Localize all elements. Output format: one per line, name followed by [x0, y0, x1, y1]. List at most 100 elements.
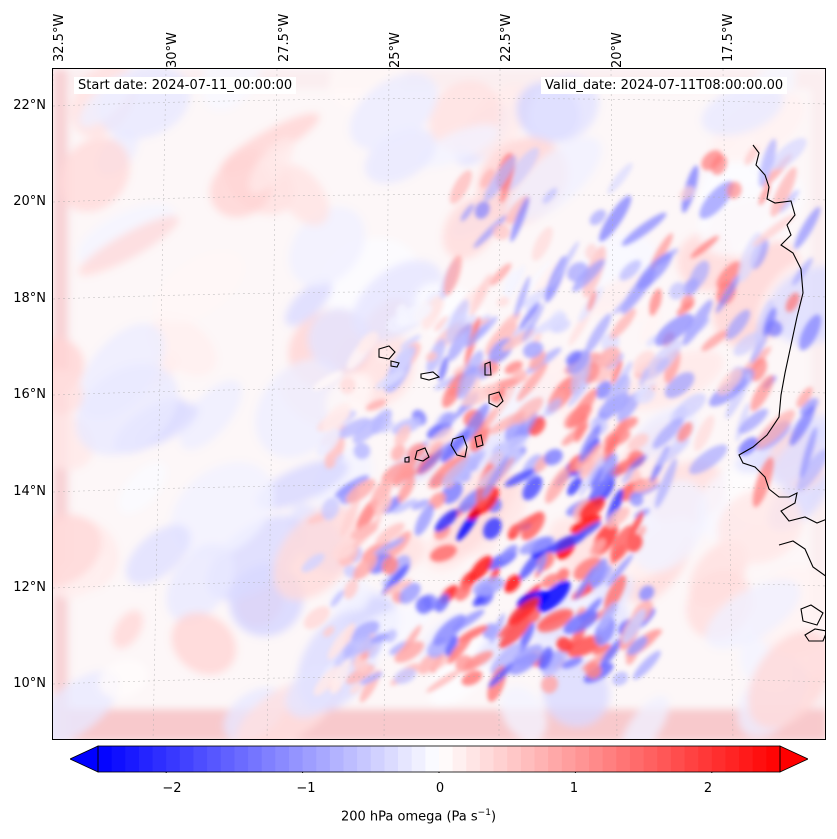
colorbar-tick: 2 — [703, 781, 713, 796]
colorbar-segment — [261, 746, 276, 772]
start-date-label: Start date: 2024-07-11_00:00:00 — [74, 77, 297, 94]
colorbar-tick: 1 — [569, 781, 579, 796]
lon-gridline — [383, 69, 390, 739]
lat-gridline — [53, 580, 825, 589]
cape-verde-island — [484, 361, 492, 376]
colorbar-segment — [302, 746, 317, 772]
colorbar-segment — [561, 746, 576, 772]
colorbar-segment — [98, 746, 113, 772]
valid-date-label: Valid_date: 2024-07-11T08:00:00.00 — [541, 77, 788, 94]
lat-label-16n: 16°N — [13, 387, 46, 402]
lon-label-30w: 30°W — [165, 32, 180, 68]
cape-verde-island — [404, 456, 410, 463]
colorbar-segment — [384, 746, 399, 772]
colorbar-segment — [725, 746, 740, 772]
cape-verde-island — [414, 447, 430, 462]
lat-label-14n: 14°N — [13, 484, 46, 499]
lon-label-20w: 20°W — [610, 32, 625, 68]
lat-label-20n: 20°N — [13, 194, 46, 209]
lon-label-22-5w: 22.5°W — [499, 13, 514, 62]
colorbar-segment — [629, 746, 645, 772]
lat-gridline — [53, 291, 825, 300]
cape-verde-island — [450, 435, 468, 458]
colorbar-segment — [316, 746, 331, 772]
colorbar-segment — [643, 746, 658, 772]
guinea-coast — [778, 540, 825, 577]
lat-label-22n: 22°N — [13, 98, 46, 113]
colorbar-segment — [616, 746, 631, 772]
colorbar-tick: −2 — [162, 781, 182, 796]
lat-gridline — [53, 98, 825, 107]
colorbar-segment — [125, 746, 140, 772]
bijagos-islands — [800, 604, 824, 626]
lon-gridline — [152, 69, 167, 739]
colorbar-label: 200 hPa omega (Pa s−1) — [340, 808, 497, 825]
cape-verde-island — [474, 434, 484, 448]
coastlines — [378, 144, 825, 642]
colorbar-segment — [179, 746, 194, 772]
colorbar-segment — [248, 746, 263, 772]
colorbar-segment — [220, 746, 235, 772]
colorbar — [70, 745, 808, 773]
colorbar-segment — [343, 746, 358, 772]
colorbar-segment — [657, 746, 672, 772]
colorbar-segment — [425, 746, 440, 772]
lon-label-17-5w: 17.5°W — [721, 13, 736, 62]
lat-label-18n: 18°N — [13, 291, 46, 306]
colorbar-segment — [739, 746, 754, 772]
colorbar-segment — [138, 746, 154, 772]
colorbar-segment — [398, 746, 413, 772]
colorbar-segment — [411, 746, 426, 772]
colorbar-segment — [111, 746, 126, 772]
colorbar-segment — [370, 746, 385, 772]
omega-map — [52, 68, 826, 740]
colorbar-segment — [479, 746, 495, 772]
cape-verde-island — [390, 360, 400, 368]
colorbar-segment — [288, 746, 304, 772]
colorbar-segment — [520, 746, 535, 772]
lat-gridline — [53, 484, 825, 493]
omega-field-svg — [53, 69, 825, 739]
cape-verde-island — [378, 345, 396, 360]
african-coastline — [738, 144, 825, 524]
colorbar-extend-max — [779, 745, 808, 773]
colorbar-segment — [439, 746, 454, 772]
lon-label-32-5w: 32.5°W — [52, 13, 67, 62]
colorbar-segment — [711, 746, 726, 772]
colorbar-tick: 0 — [435, 781, 445, 796]
colorbar-segment — [329, 746, 345, 772]
colorbar-segment — [534, 746, 549, 772]
cape-verde-island — [420, 371, 441, 381]
colorbar-segment — [684, 746, 699, 772]
colorbar-segment — [357, 746, 372, 772]
colorbar-segment — [548, 746, 563, 772]
colorbar-segment — [575, 746, 590, 772]
lon-gridline — [722, 69, 734, 739]
colorbar-extend-min — [70, 745, 99, 773]
colorbar-segment — [493, 746, 508, 772]
colorbar-segment — [602, 746, 617, 772]
omega-field-detail — [301, 137, 825, 703]
colorbar-segment — [234, 746, 249, 772]
lon-label-25w: 25°W — [388, 32, 403, 68]
lon-gridline — [266, 69, 278, 739]
bijagos-islands — [804, 628, 825, 642]
colorbar-segment — [507, 746, 522, 772]
lat-gridline — [53, 194, 825, 203]
colorbar-svg — [70, 745, 808, 773]
colorbar-segment — [152, 746, 167, 772]
colorbar-segment — [466, 746, 481, 772]
colorbar-segment — [698, 746, 713, 772]
colorbar-segment — [670, 746, 686, 772]
cape-verde-island — [488, 391, 504, 408]
lat-gridline — [53, 387, 825, 396]
lat-label-12n: 12°N — [13, 580, 46, 595]
colorbar-tick: −1 — [296, 781, 316, 796]
colorbar-segment — [193, 746, 208, 772]
colorbar-segment — [589, 746, 604, 772]
lat-gridline — [53, 676, 825, 685]
colorbar-segment — [207, 746, 222, 772]
colorbar-segment — [275, 746, 290, 772]
lat-label-10n: 10°N — [13, 676, 46, 691]
colorbar-segment — [752, 746, 767, 772]
